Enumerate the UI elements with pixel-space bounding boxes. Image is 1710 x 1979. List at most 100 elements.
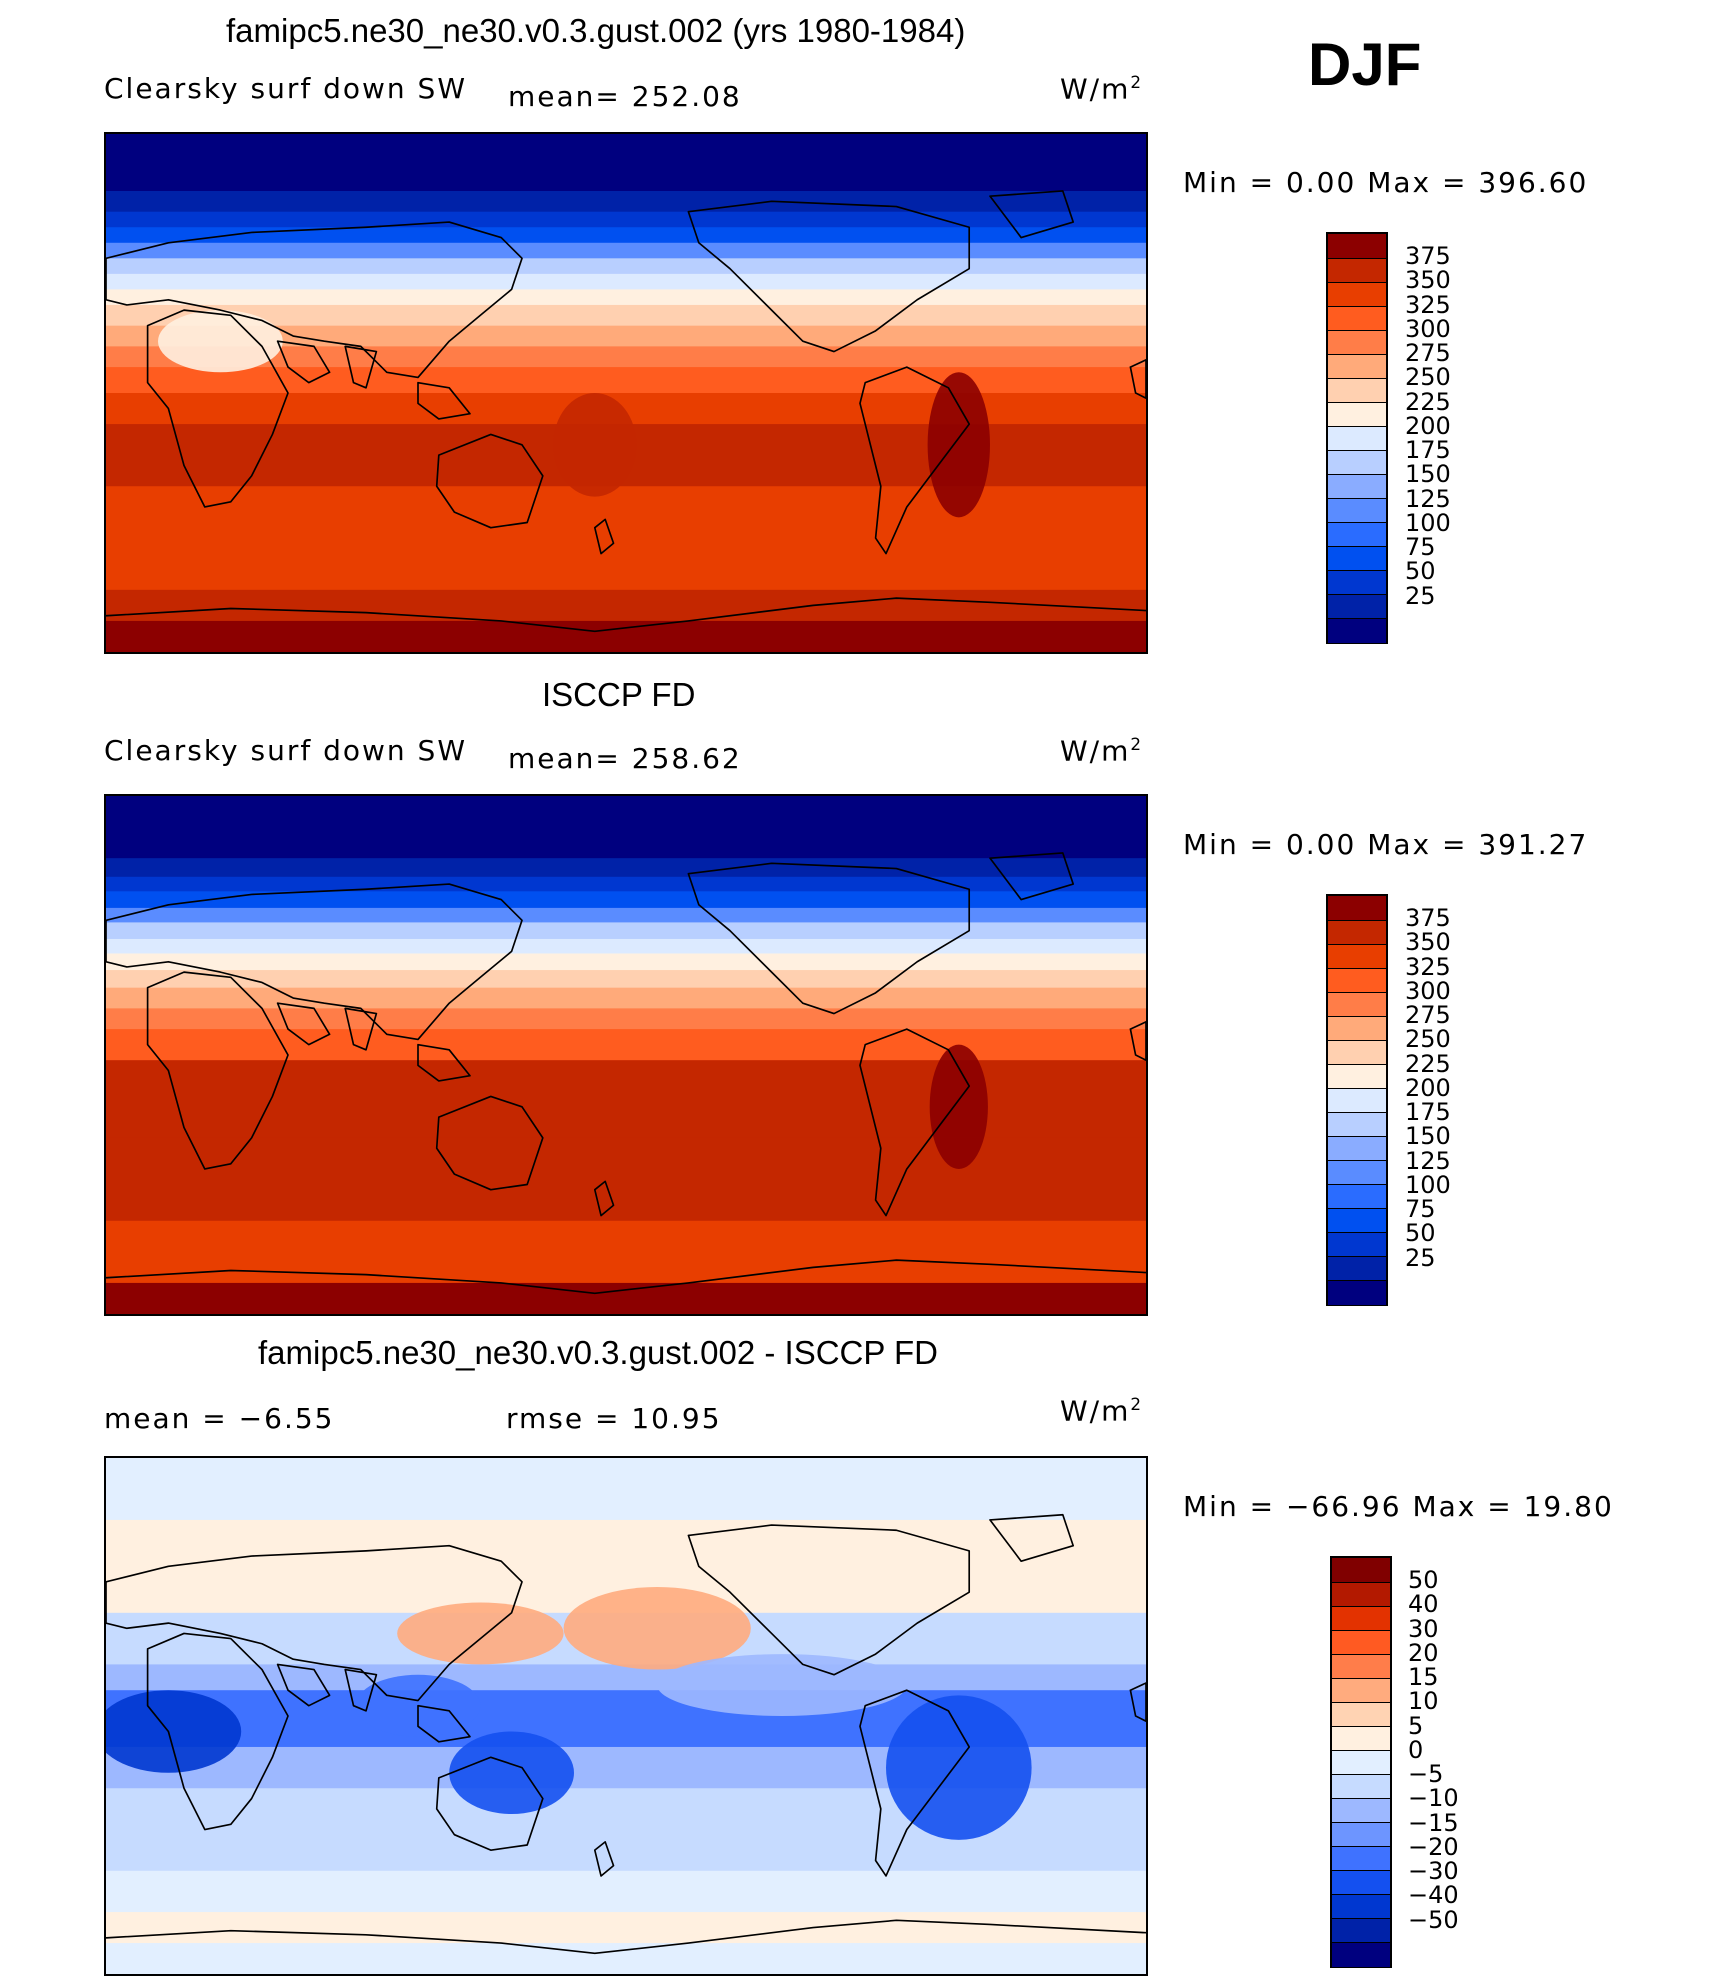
continent-outline [344, 1007, 378, 1051]
colorbar-segment [1332, 1606, 1390, 1631]
map-band [106, 953, 1146, 972]
map-feature [158, 310, 283, 373]
panel3-title: famipc5.ne30_ne30.v0.3.gust.002 - ISCCP … [258, 1334, 938, 1371]
colorbar-tick-label: 250 [1405, 363, 1451, 392]
colorbar-segment [1328, 944, 1386, 969]
colorbar-segment [1332, 1726, 1390, 1751]
colorbar-segment [1328, 1064, 1386, 1089]
continent-outline [276, 1663, 331, 1707]
colorbar-segment [1332, 1702, 1390, 1727]
panel1-continents [106, 190, 1146, 633]
continent-outline [146, 971, 289, 1170]
colorbar-tick-label: 225 [1405, 387, 1451, 416]
colorbar-tick-label: −5 [1408, 1760, 1444, 1789]
continent-outline [146, 1632, 289, 1831]
colorbar-segment [1328, 402, 1386, 427]
colorbar-segment [1328, 896, 1386, 921]
colorbar-segment [1328, 1088, 1386, 1113]
colorbar-tick-label: 275 [1405, 1001, 1451, 1030]
continent-outline [106, 1259, 1146, 1295]
colorbar-tick-label: −15 [1408, 1808, 1459, 1837]
colorbar-segment [1328, 920, 1386, 945]
continent-outline [106, 221, 523, 379]
panel3-mean-label: mean = −6.55 [104, 1402, 335, 1435]
colorbar-segment [1328, 1040, 1386, 1065]
colorbar-segment [1332, 1582, 1390, 1607]
map-feature [449, 1731, 574, 1815]
continent-outline [435, 1756, 544, 1851]
map-band [106, 1029, 1146, 1062]
panel1-mean-label: mean= 252.08 [508, 80, 742, 113]
continent-outline [417, 381, 471, 420]
map-band [106, 227, 1146, 244]
colorbar-tick-label: 15 [1408, 1663, 1439, 1692]
panel2-mean-label: mean= 258.62 [508, 742, 742, 775]
colorbar-segment [1332, 1798, 1390, 1823]
continent-outline [344, 1668, 378, 1712]
continent-outline [344, 345, 378, 389]
colorbar-tick-label: 40 [1408, 1590, 1439, 1619]
map-band [106, 1458, 1146, 1521]
colorbar-tick-label: −40 [1408, 1881, 1459, 1910]
colorbar-tick-label: 350 [1405, 928, 1451, 957]
colorbar-segment [1332, 1942, 1390, 1967]
continent-outline [435, 433, 544, 529]
continent-outline [593, 1180, 615, 1217]
colorbar-tick-label: 175 [1405, 1098, 1451, 1127]
colorbar-segment [1332, 1750, 1390, 1775]
colorbar-tick-label: 50 [1408, 1566, 1439, 1595]
colorbar-tick-label: 225 [1405, 1049, 1451, 1078]
map-feature [563, 1587, 751, 1670]
colorbar-tick-label: 50 [1405, 1219, 1436, 1248]
colorbar-segment [1328, 1256, 1386, 1281]
colorbar-segment [1328, 378, 1386, 403]
colorbar-tick-label: 25 [1405, 1243, 1436, 1272]
map-band [106, 938, 1146, 955]
map-band [106, 1912, 1146, 1945]
map-band [106, 1870, 1146, 1914]
panel2-map [104, 794, 1148, 1316]
map-band [106, 258, 1146, 275]
map-band [106, 242, 1146, 260]
map-band [106, 289, 1146, 306]
map-feature [929, 1044, 988, 1169]
colorbar-segment [1328, 258, 1386, 283]
colorbar-tick-label: 0 [1408, 1735, 1424, 1764]
continent-outline [276, 1002, 331, 1046]
continent-outline [859, 1689, 971, 1877]
colorbar-tick-label: 30 [1408, 1614, 1439, 1643]
colorbar-tick-label: 300 [1405, 976, 1451, 1005]
colorbar-segment [1332, 1654, 1390, 1679]
panel3-colorbar [1330, 1556, 1392, 1968]
continent-outline [989, 1513, 1075, 1563]
colorbar-tick-label: 5 [1408, 1711, 1424, 1740]
panel2-minmax: Min = 0.00 Max = 391.27 [1183, 828, 1589, 861]
continent-outline [106, 1919, 1146, 1955]
panel2-bands [106, 796, 1146, 1314]
map-feature [657, 1654, 907, 1716]
panel2-map-svg [106, 796, 1146, 1314]
map-band [106, 1008, 1146, 1031]
map-band [106, 304, 1146, 327]
map-band [106, 1060, 1146, 1139]
map-feature [886, 1695, 1032, 1840]
colorbar-tick-label: 50 [1405, 557, 1436, 586]
colorbar-segment [1328, 992, 1386, 1017]
map-feature [106, 1690, 242, 1773]
colorbar-segment [1328, 618, 1386, 643]
panel3-rmse-label: rmse = 10.95 [506, 1402, 722, 1435]
continent-outline [1129, 358, 1146, 400]
colorbar-segment [1332, 1870, 1390, 1895]
panel3-continents [106, 1513, 1146, 1955]
panel1-bands [106, 134, 1146, 652]
colorbar-segment [1328, 306, 1386, 331]
continent-outline [417, 1704, 471, 1743]
map-band [106, 367, 1146, 395]
panel3-map-svg [106, 1458, 1146, 1974]
continent-outline [687, 862, 971, 1015]
colorbar-tick-label: 75 [1405, 533, 1436, 562]
colorbar-segment [1332, 1630, 1390, 1655]
map-feature [927, 372, 990, 518]
continent-outline [989, 852, 1075, 901]
panel1-minmax: Min = 0.00 Max = 396.60 [1183, 166, 1589, 199]
